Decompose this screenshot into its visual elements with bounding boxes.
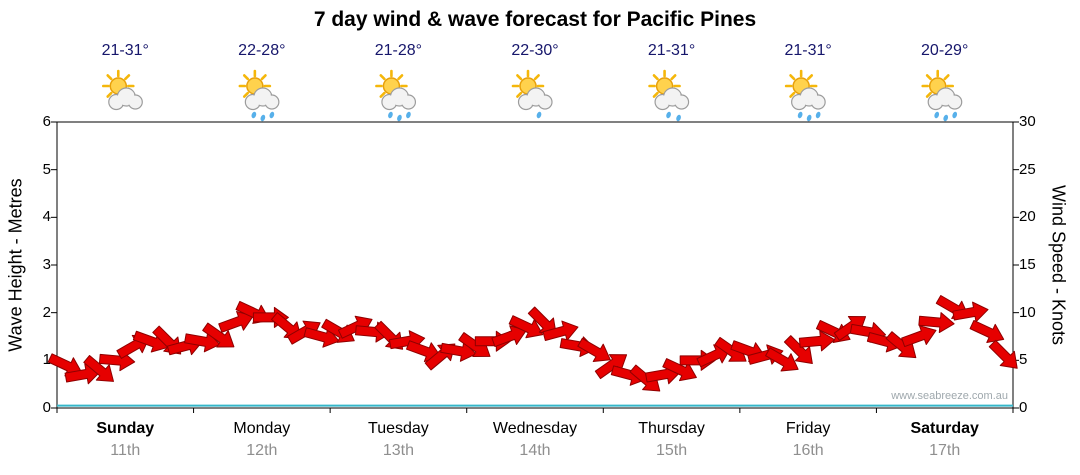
right-axis-tick-label: 0 [1019, 399, 1028, 416]
wind-arrow [918, 312, 955, 334]
rain-drop-icon [934, 111, 940, 119]
rain-drop-icon [269, 111, 275, 119]
wind-arrow [594, 354, 628, 380]
wind-arrow [730, 340, 766, 363]
sun-cloud-rain-icon [784, 69, 826, 122]
temperature-range: 22-30° [511, 42, 559, 59]
rain-drop-icon [666, 111, 671, 119]
wind-arrow [83, 354, 114, 382]
rain-drop-icon [388, 111, 393, 119]
sun-cloud-rain-icon [648, 69, 690, 122]
sun-cloud-rain-icon [375, 69, 417, 122]
right-axis-tick-label: 5 [1019, 351, 1028, 369]
temperature-range: 21-31° [647, 42, 696, 59]
wind-arrow [491, 325, 527, 348]
left-axis-tick-label: 1 [42, 351, 51, 369]
right-axis-tick-label: 20 [1019, 208, 1036, 226]
day-label: Thursday [638, 420, 705, 437]
temperature-range: 21-31° [784, 42, 832, 59]
right-axis-tick-label: 25 [1019, 160, 1036, 178]
wind-arrow [952, 301, 989, 323]
date-label: 13th [382, 442, 414, 459]
rain-drop-icon [815, 111, 821, 119]
temperature-range: 21-31° [101, 42, 149, 59]
weather-icon-row [101, 69, 963, 122]
left-axis-tick-label: 2 [42, 303, 51, 321]
rain-drop-icon [676, 114, 681, 122]
left-axis-tick-label: 0 [42, 399, 51, 416]
date-label: 14th [519, 442, 551, 459]
day-label: Tuesday [368, 420, 429, 437]
wind-arrow [765, 347, 799, 372]
wind-arrow [202, 322, 235, 348]
left-axis-tick-label: 5 [42, 160, 51, 178]
rain-drop-icon [952, 111, 958, 119]
right-axis-tick-label: 30 [1019, 113, 1036, 130]
wind-arrow [798, 330, 836, 352]
wind-arrow [440, 341, 477, 362]
sun-cloud-icon [101, 69, 143, 111]
right-axis-tick-label: 15 [1019, 256, 1036, 273]
rain-drop-icon [251, 111, 257, 119]
day-label: Sunday [96, 420, 155, 437]
left-axis-tick-label: 6 [42, 113, 51, 130]
wind-arrow [783, 335, 813, 365]
left-axis-label: Wave Height - Metres [5, 178, 26, 352]
wind-arrow [577, 337, 611, 362]
sun-cloud-rain-icon [921, 69, 963, 122]
temperature-range: 21-28° [374, 42, 423, 59]
rain-drop-icon [406, 111, 411, 119]
left-axis-tick-label: 4 [42, 208, 51, 226]
wind-arrow [218, 310, 254, 333]
rain-drop-icon [797, 111, 803, 119]
wind-arrow [542, 320, 579, 341]
rain-drop-icon [806, 114, 812, 122]
rain-drop-icon [260, 114, 266, 122]
watermark: www.seabreeze.com.au [891, 390, 1008, 402]
date-label: 12th [246, 442, 278, 459]
sun-cloud-rain-icon [238, 69, 280, 122]
wind-arrow [833, 315, 867, 341]
plot-border [56, 121, 1014, 409]
temperature-range: 20-29° [921, 42, 969, 59]
date-label: 17th [929, 442, 961, 459]
day-label: Friday [785, 420, 831, 437]
rain-drop-icon [536, 111, 542, 119]
date-label: 16th [792, 442, 824, 459]
date-label: 15th [655, 442, 688, 459]
right-axis-label: Wind Speed - Knots [1048, 184, 1069, 346]
sun-cloud-icon [511, 69, 553, 119]
day-label: Monday [233, 420, 291, 437]
x-ticks [56, 408, 1014, 413]
wind-arrow [988, 339, 1018, 369]
wind-arrow-series [47, 295, 1018, 392]
right-axis-tick-label: 10 [1019, 303, 1036, 321]
wind-arrow [901, 325, 937, 348]
day-label: Saturday [910, 420, 979, 437]
wind-arrow [969, 319, 1005, 343]
date-label: 11th [110, 442, 141, 459]
wind-arrow [508, 315, 544, 339]
wind-arrow [184, 331, 221, 353]
day-label: Wednesday [492, 420, 578, 437]
left-axis-tick-label: 3 [42, 256, 51, 273]
temperature-range: 22-28° [238, 42, 286, 59]
page-title: 7 day wind & wave forecast for Pacific P… [313, 8, 757, 31]
rain-drop-icon [943, 114, 949, 122]
rain-drop-icon [397, 114, 402, 122]
